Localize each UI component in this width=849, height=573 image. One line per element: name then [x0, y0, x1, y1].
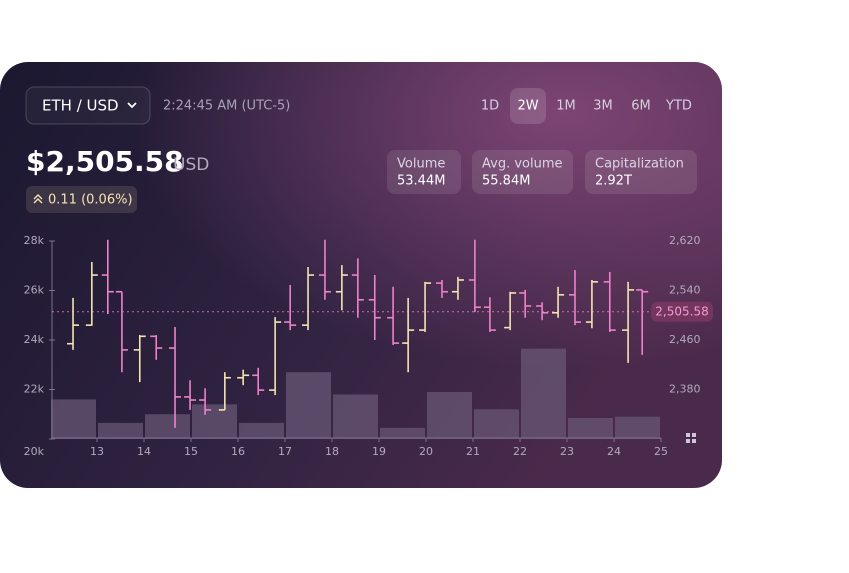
volume-bar — [521, 348, 566, 439]
current-price-badge — [651, 301, 713, 322]
volume-bar — [239, 422, 284, 439]
stat-value: 2.92T — [595, 174, 632, 189]
y2-tick-label: 20k — [24, 445, 45, 458]
current-price-label: 2,505.58 — [655, 304, 708, 318]
y-tick-label: 2,620 — [669, 234, 701, 247]
range-tab[interactable]: 3M — [593, 99, 613, 114]
volume-bar — [474, 409, 519, 439]
range-tab[interactable]: YTD — [665, 99, 692, 114]
volume-bar — [380, 427, 425, 439]
stat-label: Volume — [397, 157, 445, 172]
x-tick-label: 16 — [231, 445, 245, 458]
stat-value: 55.84M — [482, 174, 530, 189]
stat-box — [585, 150, 697, 194]
stat-value: 53.44M — [397, 174, 445, 189]
price: $2,505.58 — [26, 145, 184, 178]
y-tick-label: 2,540 — [669, 284, 701, 297]
volume-bar — [615, 416, 660, 439]
change: 0.11 (0.06%) — [48, 193, 133, 208]
range-tabs: 1D 2W 1M 3M 6M YTD — [481, 88, 692, 124]
up-icon — [33, 194, 43, 204]
x-tick-label: 22 — [513, 445, 527, 458]
x-tick-label: 24 — [607, 445, 621, 458]
y2-tick-label: 26k — [24, 284, 45, 297]
range-tab[interactable]: 1M — [556, 99, 576, 114]
volume-bar — [51, 399, 96, 439]
x-tick-label: 17 — [278, 445, 292, 458]
time: 2:24:45 AM (UTC-5) — [163, 99, 290, 114]
x-tick-label: 23 — [560, 445, 574, 458]
settings-icon[interactable] — [686, 433, 696, 443]
range-tab[interactable]: 1D — [481, 99, 499, 114]
pair-selector[interactable] — [25, 86, 151, 125]
volume-bar — [427, 391, 472, 439]
range-tab[interactable]: 6M — [631, 99, 651, 114]
chart: 20k 22k 24k 26k 28k 2,380 2,460 2,540 2,620 13 14 1… — [24, 234, 713, 458]
x-tick-label: 21 — [466, 445, 480, 458]
x-tick-label: 18 — [325, 445, 339, 458]
volume-bar — [192, 404, 237, 439]
stat-label: Avg. volume — [482, 157, 563, 172]
stats: Volume 53.44M Avg. volume 55.84M Capitalizat… — [387, 150, 697, 194]
currency: USD — [173, 155, 209, 175]
y-tick-label: 2,460 — [669, 333, 701, 346]
change-badge — [26, 186, 137, 213]
volume-bar — [286, 372, 331, 439]
y2-tick-label: 24k — [24, 333, 45, 346]
range-tab[interactable]: 2W — [517, 99, 538, 114]
x-tick-label: 14 — [137, 445, 151, 458]
x-tick-label: 25 — [654, 445, 668, 458]
stat-box — [472, 150, 573, 194]
pair: ETH / USD — [42, 97, 119, 115]
volume-bar — [333, 394, 378, 439]
x-tick-label: 19 — [372, 445, 386, 458]
volume-bar — [98, 422, 143, 439]
volume-bar — [145, 414, 190, 439]
y2-tick-label: 22k — [24, 383, 45, 396]
y2-tick-label: 28k — [24, 234, 45, 247]
range-active-bg — [510, 88, 546, 124]
x-tick-label: 15 — [184, 445, 198, 458]
stat-box — [387, 150, 461, 194]
stat-label: Capitalization — [595, 157, 684, 172]
volume-bar — [568, 417, 613, 439]
y-tick-label: 2,380 — [669, 383, 701, 396]
x-tick-label: 13 — [90, 445, 104, 458]
x-tick-label: 20 — [419, 445, 433, 458]
chevron — [127, 102, 137, 109]
